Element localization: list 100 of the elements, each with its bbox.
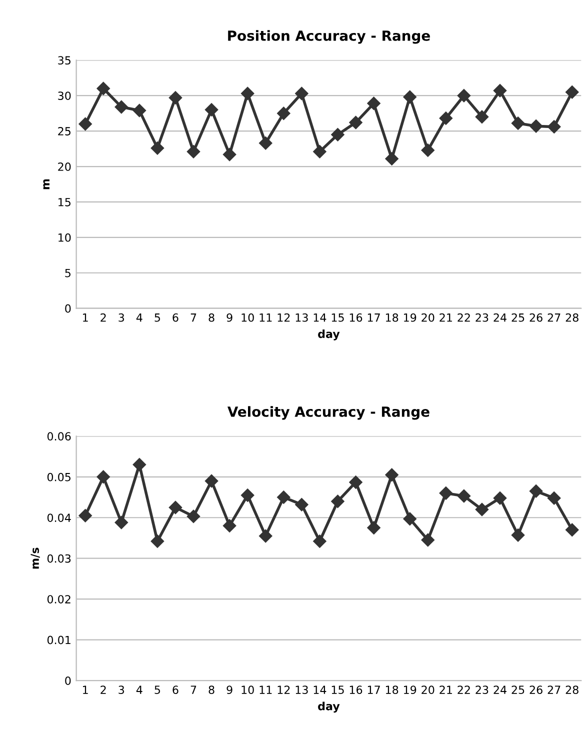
- point: [222, 148, 236, 162]
- point: [439, 486, 452, 500]
- point: [529, 484, 543, 498]
- point: [511, 528, 525, 542]
- y-tick-label: 0: [65, 676, 71, 685]
- y-tick-label: 20: [58, 162, 71, 171]
- point: [259, 136, 272, 150]
- x-tick-label: 8: [208, 313, 214, 322]
- x-tick-label: 26: [530, 313, 542, 322]
- point: [114, 516, 128, 530]
- point: [313, 534, 326, 548]
- point: [259, 529, 272, 543]
- point: [367, 96, 380, 110]
- chart-title: Velocity Accuracy - Range: [227, 406, 430, 420]
- point: [548, 120, 561, 134]
- x-tick-label: 24: [494, 686, 506, 694]
- x-tick-label: 20: [422, 313, 434, 322]
- x-tick-label: 14: [314, 314, 326, 322]
- point: [186, 145, 200, 158]
- x-tick-label: 21: [440, 313, 452, 322]
- point: [421, 144, 434, 157]
- point: [168, 500, 182, 514]
- point: [204, 474, 218, 488]
- x-tick-label: 24: [494, 313, 506, 322]
- x-tick-label: 1: [83, 314, 88, 322]
- y-tick-label: 25: [58, 127, 70, 136]
- y-tick-label: 30: [58, 92, 71, 100]
- x-tick-label: 26: [530, 686, 542, 694]
- point: [566, 85, 579, 99]
- y-tick-label: 5: [65, 268, 70, 278]
- point: [222, 519, 236, 532]
- y-axis-title: m: [43, 179, 50, 190]
- x-tick-label: 21: [440, 686, 452, 694]
- x-tick-label: 28: [566, 313, 578, 322]
- x-tick-label: 13: [296, 313, 308, 322]
- x-tick-label: 5: [154, 314, 160, 322]
- x-tick-label: 15: [332, 686, 344, 694]
- x-tick-label: 5: [154, 686, 160, 694]
- point: [493, 84, 507, 98]
- x-tick-label: 3: [118, 686, 124, 694]
- x-axis-title: day: [318, 702, 340, 713]
- point: [204, 103, 218, 116]
- point: [349, 116, 362, 130]
- x-tick-label: 16: [350, 313, 362, 322]
- x-tick-label: 9: [226, 686, 232, 694]
- point: [493, 491, 507, 505]
- x-tick-label: 14: [314, 686, 326, 694]
- x-tick-label: 11: [260, 314, 272, 322]
- x-tick-label: 11: [260, 686, 272, 694]
- point: [295, 498, 308, 512]
- point: [168, 91, 182, 104]
- point: [457, 489, 471, 503]
- x-tick-label: 6: [172, 686, 178, 694]
- point: [529, 120, 543, 133]
- y-tick-label: 0.02: [47, 595, 70, 604]
- x-tick-label: 1: [83, 686, 88, 694]
- point: [96, 82, 110, 96]
- point: [475, 502, 489, 516]
- point: [241, 488, 254, 502]
- y-tick-label: 0.05: [47, 472, 70, 482]
- y-axis-title: m/s: [30, 548, 40, 569]
- y-tick-label: 0: [65, 304, 71, 313]
- point: [132, 104, 146, 118]
- point: [457, 89, 471, 102]
- point: [78, 117, 92, 131]
- point: [385, 152, 398, 166]
- x-tick-label: 17: [368, 686, 380, 694]
- point: [349, 476, 362, 489]
- point: [132, 458, 146, 472]
- x-tick-label: 27: [548, 686, 560, 694]
- point: [403, 512, 416, 526]
- x-tick-label: 22: [458, 313, 470, 322]
- x-tick-label: 25: [512, 686, 524, 694]
- point: [277, 106, 290, 120]
- point: [295, 86, 308, 100]
- point: [150, 141, 164, 155]
- point: [475, 110, 489, 124]
- point: [566, 523, 579, 536]
- x-tick-label: 6: [172, 313, 178, 322]
- x-tick-label: 13: [296, 686, 308, 694]
- x-tick-label: 12: [278, 686, 290, 694]
- x-tick-label: 18: [386, 686, 398, 694]
- y-tick-label: 0.01: [47, 636, 70, 644]
- x-tick-label: 25: [512, 313, 524, 322]
- x-tick-label: 2: [100, 686, 106, 694]
- point: [421, 533, 434, 547]
- x-tick-label: 2: [100, 313, 106, 322]
- x-tick-label: 20: [422, 686, 434, 694]
- y-tick-label: 0.03: [47, 554, 71, 563]
- point: [78, 509, 92, 522]
- x-tick-label: 27: [548, 313, 560, 322]
- point: [186, 510, 200, 523]
- x-tick-label: 19: [404, 686, 416, 694]
- y-tick-label: 15: [58, 198, 70, 206]
- point: [439, 112, 452, 125]
- x-tick-label: 4: [136, 686, 142, 694]
- point: [114, 100, 128, 114]
- chart-title: Position Accuracy - Range: [228, 30, 430, 44]
- point: [331, 128, 344, 142]
- point: [96, 470, 110, 484]
